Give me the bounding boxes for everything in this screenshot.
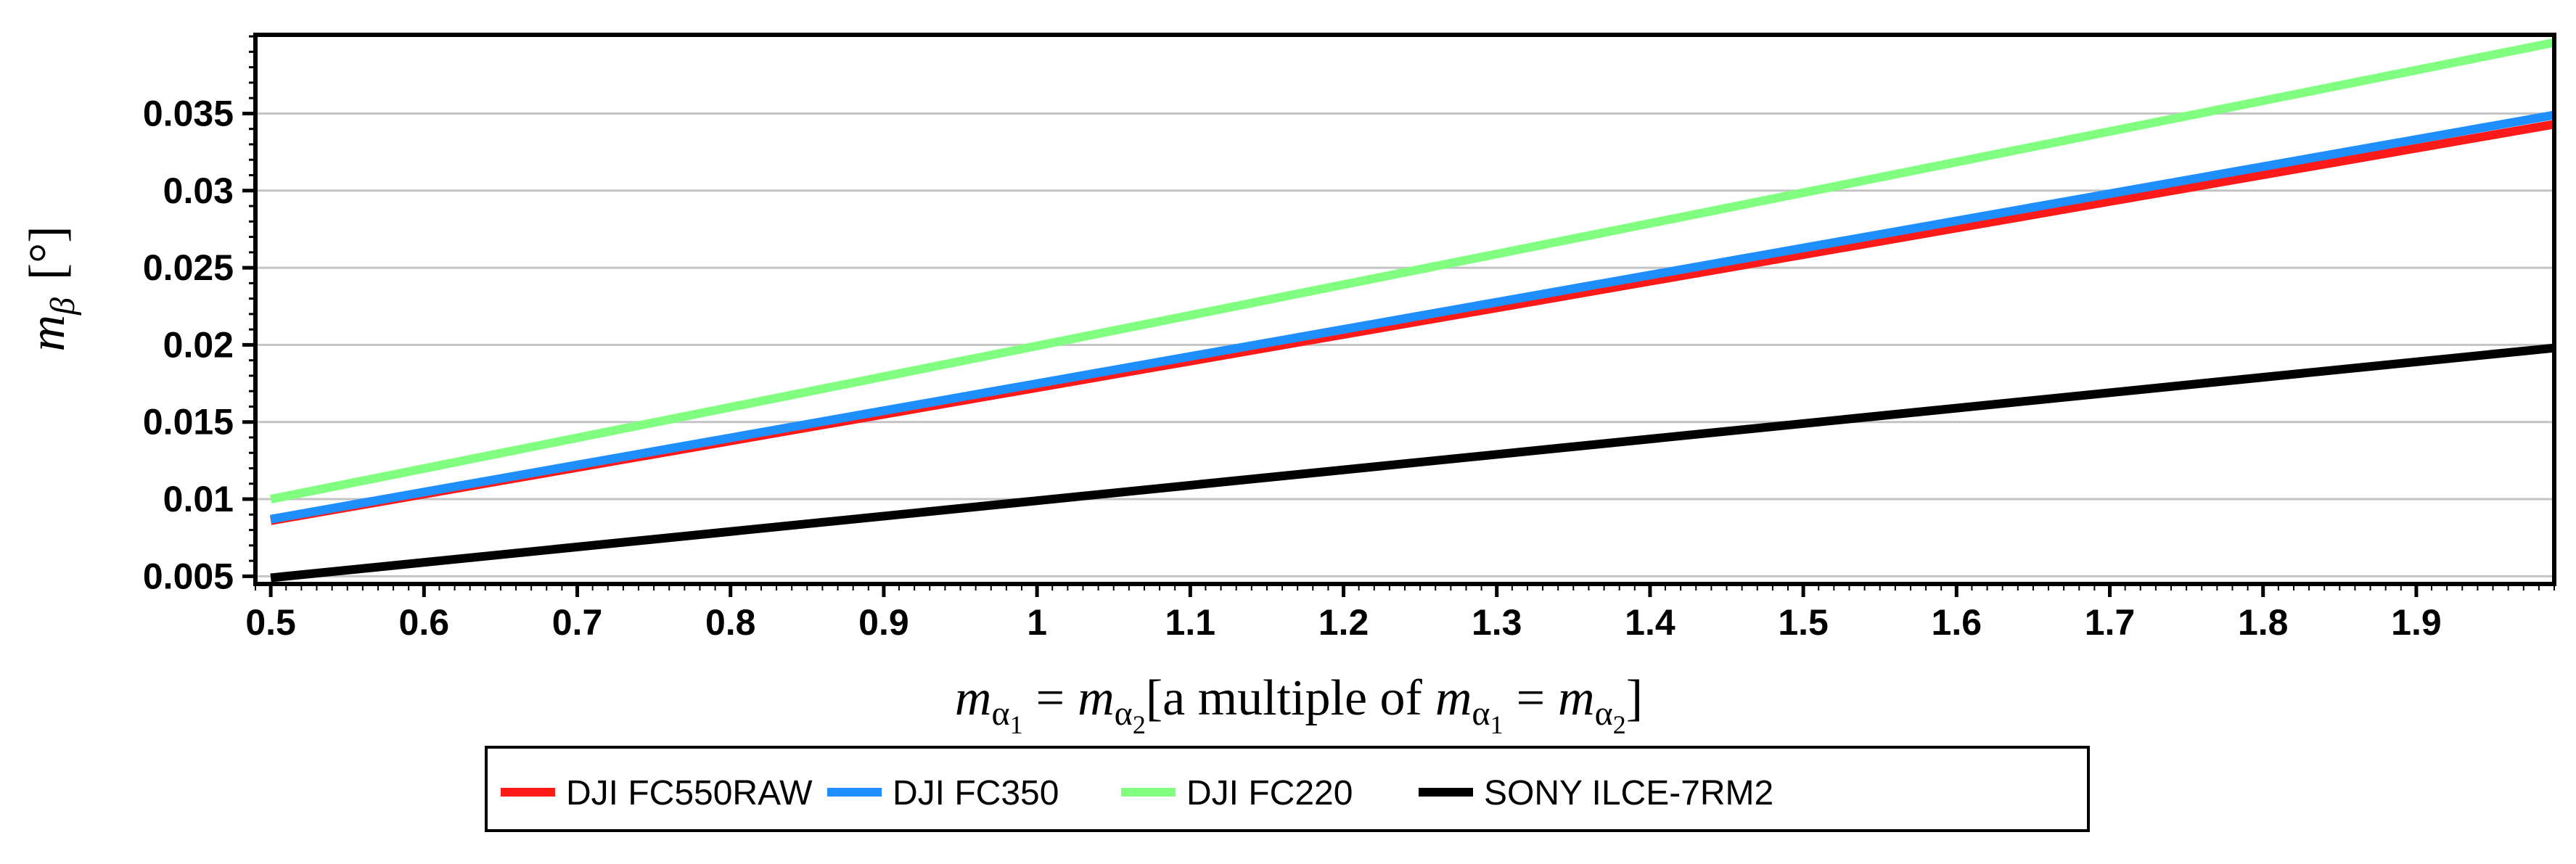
y-tick-label: 0.035 xyxy=(143,93,234,133)
x-tick-label: 1.8 xyxy=(2238,602,2289,643)
y-tick-label: 0.025 xyxy=(143,247,234,288)
x-tick-label: 0.8 xyxy=(705,602,756,643)
x-tick-label: 0.7 xyxy=(552,602,603,643)
x-tick-label: 0.6 xyxy=(399,602,450,643)
y-tick-label: 0.02 xyxy=(163,324,234,365)
x-tick-label: 0.5 xyxy=(245,602,296,643)
x-tick-label: 1.5 xyxy=(1778,602,1829,643)
x-tick-label: 1.9 xyxy=(2391,602,2442,643)
x-tick-label: 1.4 xyxy=(1625,602,1675,643)
legend-label-dji-fc220: DJI FC220 xyxy=(1186,774,1353,812)
legend-items: DJI FC550RAW DJI FC350 DJI FC220 SONY ILCE-… xyxy=(501,774,1773,812)
x-tick-label: 1.1 xyxy=(1165,602,1216,643)
x-tick-label: 0.9 xyxy=(858,602,909,643)
series-line-dji-fc350 xyxy=(270,110,2556,524)
legend-label-dji-fc350: DJI FC350 xyxy=(893,774,1059,812)
series-line-sony-ilce-7rm2 xyxy=(270,343,2555,583)
x-tick-label: 1.6 xyxy=(1932,602,1982,643)
y-tick-labels: 0.005 0.01 0.015 0.02 0.025 0.03 0.035 xyxy=(143,93,234,596)
y-tick-label: 0.015 xyxy=(143,402,234,443)
x-tick-label: 1.7 xyxy=(2085,602,2136,643)
tick-layer xyxy=(242,35,2555,597)
legend: DJI FC550RAW DJI FC350 DJI FC220 SONY ILCE-… xyxy=(485,746,2090,832)
y-axis-label: mβ[°] xyxy=(20,226,82,351)
series-line-dji-fc220 xyxy=(269,38,2556,503)
x-tick-labels: 0.5 0.6 0.7 0.8 0.9 1 1.1 1.2 1.3 1.4 1.5 1.6 1.7 1.8… xyxy=(245,602,2441,643)
y-tick-label: 0.005 xyxy=(143,556,234,596)
x-tick-label: 1.2 xyxy=(1318,602,1369,643)
series-layer xyxy=(269,38,2556,583)
x-tick-label: 1 xyxy=(1027,602,1047,643)
legend-label-dji-fc550raw: DJI FC550RAW xyxy=(566,774,813,812)
x-axis-label: mα1 = mα2[a multiple of mα1 = mα2] xyxy=(955,670,1643,739)
legend-box xyxy=(485,746,2090,832)
x-tick-label: 1.3 xyxy=(1472,602,1522,643)
y-tick-label: 0.01 xyxy=(163,479,234,519)
legend-label-sony-ilce-7rm2: SONY ILCE-7RM2 xyxy=(1484,774,1773,812)
y-tick-label: 0.03 xyxy=(163,170,234,211)
